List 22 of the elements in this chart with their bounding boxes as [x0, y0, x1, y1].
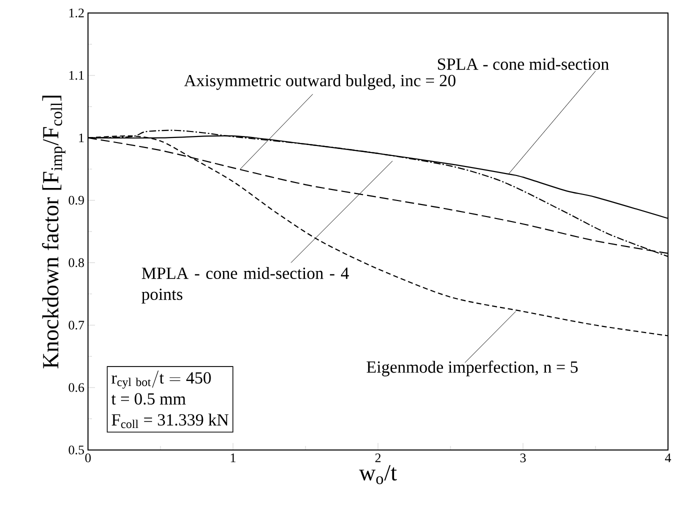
- annotation: SPLA - cone mid-section: [438, 58, 609, 70]
- y-tick-label: 0.7: [68, 320, 84, 330]
- annotation: F$_{coll}$ = 31.339 kN: [112, 414, 229, 428]
- y-tick-label: 1.2: [69, 8, 84, 18]
- annotation: Axisymmetric outward bulged, inc = 20: [184, 74, 456, 90]
- annotation: MPLA - cone mid-section - 4 points: [142, 267, 349, 304]
- annotation: $\mathrm{r_{cyl\ bot}/t = 450}$: [112, 370, 211, 389]
- y-tick-label: 1: [79, 134, 84, 142]
- annotation: t = 0.5 mm: [111, 393, 186, 405]
- y-tick-label: 0.9: [68, 196, 84, 205]
- y-tick-label: 0.5: [68, 446, 84, 454]
- x-tick-label: 1: [230, 454, 236, 462]
- x-axis-title: w$_{o}$/t: [359, 465, 397, 484]
- y-tick-label: 0.6: [68, 383, 84, 392]
- y-axis-title: Knockdown factor [F$_{imp}$/F$_{coll}$]: [42, 96, 66, 368]
- y-tick-label: 1.1: [69, 71, 84, 80]
- x-tick-label: 3: [520, 454, 526, 462]
- annotation: Eigenmode imperfection, n = 5: [366, 360, 578, 376]
- y-tick-label: 0.8: [68, 258, 84, 268]
- x-tick-label: 0: [85, 454, 91, 462]
- x-tick-label: 2: [375, 454, 381, 462]
- x-tick-label: 4: [665, 454, 672, 462]
